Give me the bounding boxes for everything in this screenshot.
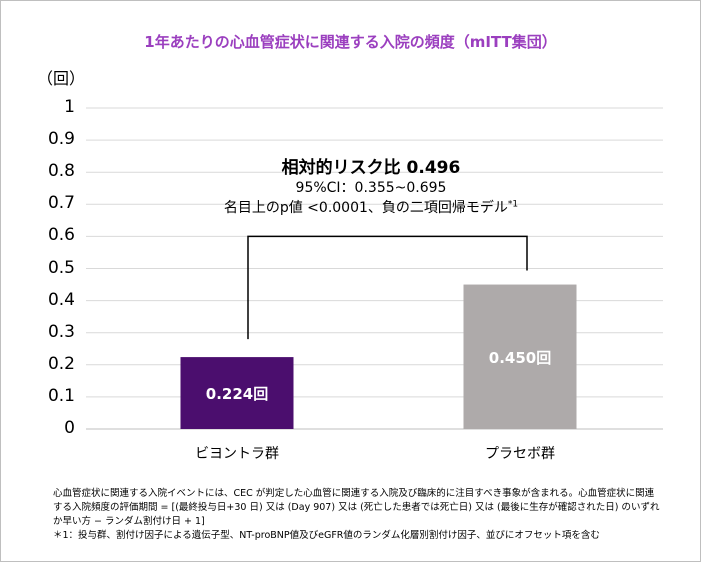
y-tick-label: 0.8 <box>47 161 75 182</box>
bar-data-label: 0.224回 <box>206 385 268 403</box>
chart-title: 1年あたりの心血管症状に関連する入院の頻度（mITT集団） <box>144 33 557 51</box>
y-tick-label: 0 <box>64 418 75 438</box>
significance-bracket <box>247 235 528 340</box>
y-tick-label: 0.2 <box>47 353 75 374</box>
bar <box>180 357 294 429</box>
p-value-label: 名目上のp値 <0.0001、負の二項回帰モデル*1 <box>151 197 591 217</box>
y-axis-unit: （回） <box>37 69 86 88</box>
p-value-text: 名目上のp値 <0.0001、負の二項回帰モデル <box>223 200 508 216</box>
x-tick-label: ビヨントラ群 <box>195 446 279 462</box>
footnote: 心血管症状に関連する入院イベントには、CEC が判定した心血管に関連する入院及び… <box>53 488 660 527</box>
y-tick-label: 0.6 <box>47 225 75 246</box>
y-tick-label: 0.9 <box>47 129 75 150</box>
footnote-marker: *1 <box>507 199 519 210</box>
y-tick-label: 0.1 <box>47 385 75 406</box>
y-tick-label: 1 <box>64 97 75 117</box>
y-tick-label: 0.5 <box>47 257 75 278</box>
y-tick-label: 0.4 <box>47 289 75 310</box>
bar-data-label: 0.450回 <box>489 349 551 367</box>
y-tick-label: 0.7 <box>47 193 75 214</box>
x-tick-label: プラセボ群 <box>485 446 555 462</box>
ci-label: 95%CI：0.355~0.695 <box>295 180 447 196</box>
risk-ratio-label: 相対的リスク比 0.496 <box>281 158 461 178</box>
footnote: ＊1：投与群、割付け因子による遺伝子型、NT-proBNP値及びeGFR値のラン… <box>53 530 600 541</box>
y-tick-label: 0.3 <box>47 321 75 342</box>
bar <box>463 284 577 429</box>
footnotes: 心血管症状に関連する入院イベントには、CEC が判定した心血管に関連する入院及び… <box>53 487 663 543</box>
